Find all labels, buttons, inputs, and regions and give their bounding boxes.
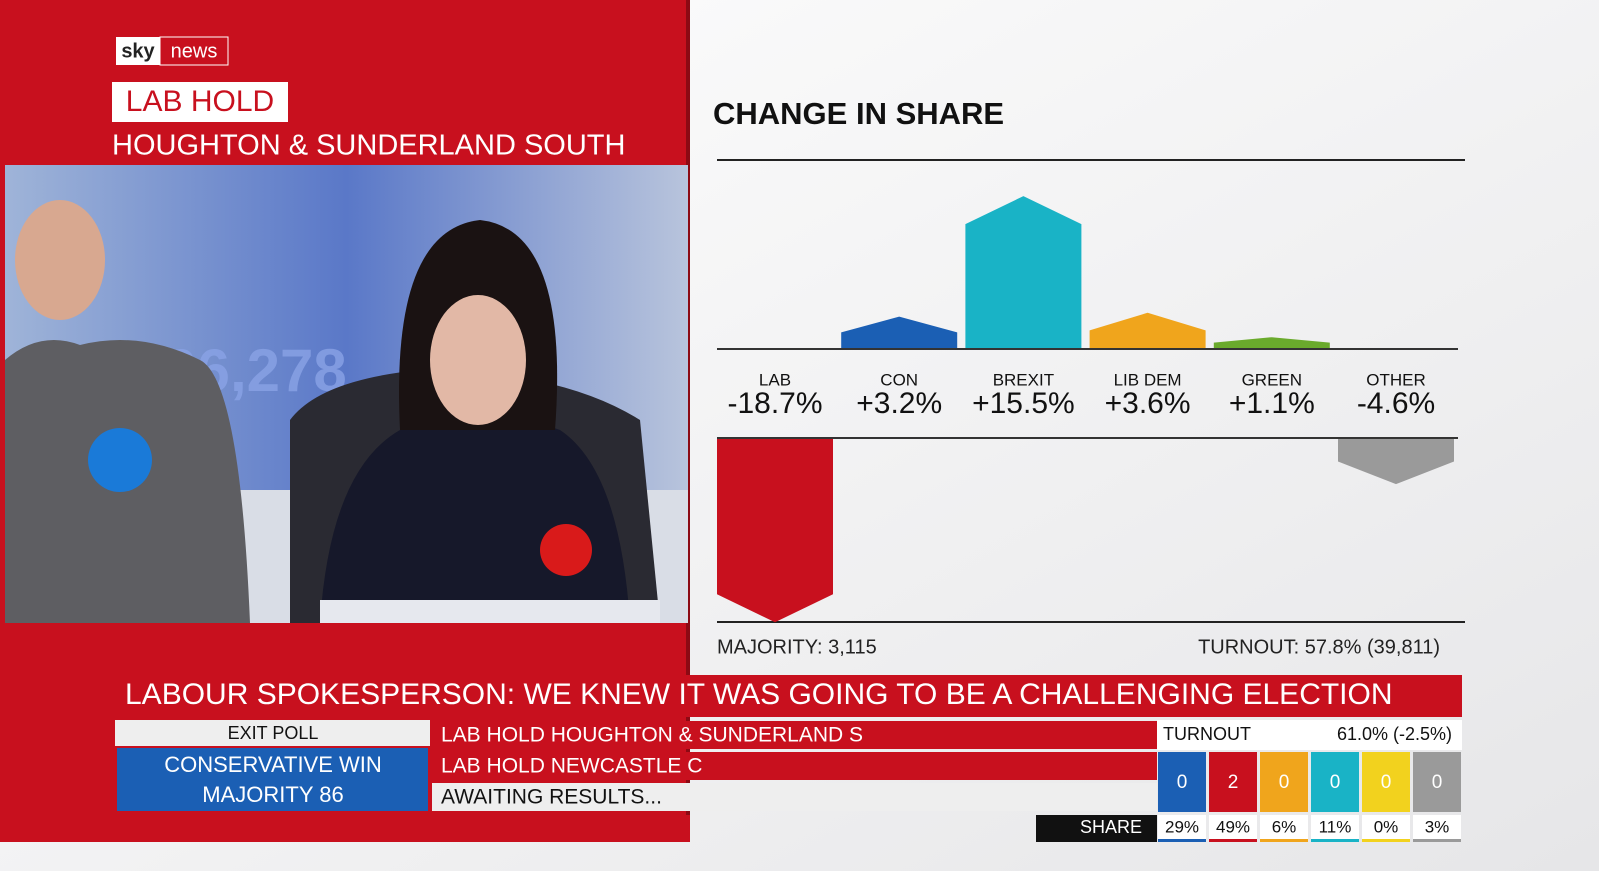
share-underline — [1362, 839, 1410, 842]
share-label: SHARE — [1080, 817, 1142, 837]
result-row — [432, 721, 1157, 749]
status-box — [112, 82, 288, 122]
share-value: 11% — [1319, 817, 1352, 836]
share-underline — [1311, 839, 1359, 842]
category-label: GREEN — [1242, 370, 1302, 389]
turnout-panel-label: TURNOUT — [1163, 724, 1251, 744]
seat-box — [1362, 752, 1410, 812]
seat-count: 2 — [1228, 772, 1239, 793]
seat-count: 0 — [1177, 772, 1188, 793]
turnout-panel-header — [1157, 720, 1462, 750]
value-label: -4.6% — [1357, 387, 1435, 420]
seat-count: 0 — [1279, 772, 1290, 793]
logo-news-box — [159, 36, 229, 66]
ticker-bar — [115, 675, 1462, 717]
logo-sky: sky — [121, 40, 155, 62]
share-box — [1413, 815, 1461, 842]
share-underline — [1209, 839, 1257, 842]
rosette-red — [540, 524, 592, 576]
ticker-headline: LABOUR SPOKESPERSON: WE KNEW IT WAS GOIN… — [125, 678, 1393, 711]
person-left-head — [15, 200, 105, 320]
turnout-panel-value: 61.0% (-2.5%) — [1337, 724, 1452, 744]
bar — [1338, 439, 1454, 485]
share-value: 29% — [1165, 817, 1199, 836]
result-text: AWAITING RESULTS... — [441, 786, 662, 809]
value-label: -18.7% — [727, 387, 822, 420]
category-label: LIB DEM — [1114, 370, 1182, 389]
bar — [1213, 337, 1330, 348]
bar — [717, 439, 833, 623]
seat-box — [1158, 752, 1206, 812]
logo-sky-box — [116, 37, 160, 65]
seat-count: 0 — [1381, 772, 1392, 793]
share-underline — [1158, 839, 1206, 842]
value-label: +3.2% — [856, 387, 942, 420]
share-box — [1209, 815, 1257, 842]
lectern — [320, 600, 660, 623]
exit-poll-header — [115, 720, 430, 746]
turnout: TURNOUT: 57.8% (39,811) — [1198, 636, 1440, 658]
share-value: 0% — [1374, 817, 1399, 836]
seat-box — [1311, 752, 1359, 812]
category-label: BREXIT — [993, 370, 1054, 389]
exit-poll-line2: MAJORITY 86 — [202, 782, 343, 807]
share-box — [1311, 815, 1359, 842]
seat-count: 0 — [1432, 772, 1443, 793]
value-label: +3.6% — [1105, 387, 1191, 420]
seat-box — [1209, 752, 1257, 812]
seat-box — [1260, 752, 1308, 812]
category-label: LAB — [759, 370, 791, 389]
majority: MAJORITY: 3,115 — [717, 636, 877, 658]
share-value: 6% — [1272, 817, 1297, 836]
seat-box — [1413, 752, 1461, 812]
share-value: 49% — [1216, 817, 1250, 836]
share-box — [1362, 815, 1410, 842]
value-label: +15.5% — [972, 387, 1075, 420]
result-text: LAB HOLD HOUGHTON & SUNDERLAND S — [441, 724, 863, 747]
result-text: LAB HOLD NEWCASTLE C — [441, 755, 702, 778]
category-label: OTHER — [1366, 370, 1426, 389]
share-underline — [1413, 839, 1461, 842]
share-value: 3% — [1425, 817, 1450, 836]
rosette-blue — [88, 428, 152, 492]
result-row — [432, 783, 1157, 811]
logo-news: news — [171, 40, 218, 62]
value-label: +1.1% — [1229, 387, 1315, 420]
bar — [1089, 312, 1206, 348]
bar — [841, 316, 958, 348]
exit-poll-title: EXIT POLL — [228, 723, 319, 743]
exit-poll-line1: CONSERVATIVE WIN — [164, 752, 382, 777]
category-label: CON — [880, 370, 918, 389]
chart-title: CHANGE IN SHARE — [713, 96, 1004, 131]
seat-count: 0 — [1330, 772, 1341, 793]
person-center-face — [430, 295, 526, 425]
share-box — [1260, 815, 1308, 842]
status: LAB HOLD — [126, 85, 274, 118]
share-box — [1158, 815, 1206, 842]
bar — [965, 196, 1082, 348]
share-underline — [1260, 839, 1308, 842]
bottom-red-strip — [115, 815, 690, 842]
share-label-box — [1036, 815, 1157, 842]
result-row — [432, 752, 1157, 780]
constituency: HOUGHTON & SUNDERLAND SOUTH — [112, 130, 625, 162]
exit-poll-box — [117, 748, 428, 811]
